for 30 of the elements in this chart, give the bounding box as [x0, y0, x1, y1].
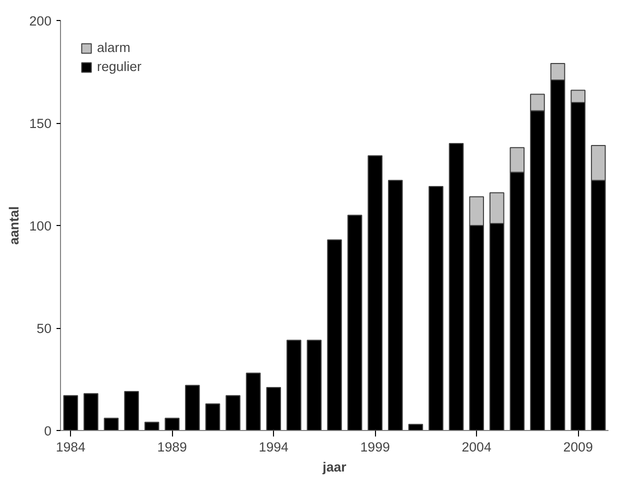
x-tick-label: 2009: [563, 440, 593, 454]
bar: [205, 403, 220, 430]
legend-label: regulier: [97, 59, 142, 74]
y-tick-label: 50: [36, 321, 52, 336]
bar: [104, 418, 119, 430]
legend-label: alarm: [97, 40, 130, 55]
x-tick-label: 1989: [157, 440, 187, 454]
y-tick-label: 200: [29, 14, 52, 28]
bar: [448, 143, 464, 430]
bar: [306, 340, 322, 430]
y-tick-label: 100: [29, 218, 52, 234]
bar: [388, 180, 403, 430]
bar: [286, 340, 302, 430]
bar: [144, 422, 160, 430]
bar: [185, 384, 200, 430]
y-axis-title: aantal: [6, 206, 22, 245]
x-tick-label: 1994: [258, 440, 290, 454]
x-tick-label: 1999: [360, 440, 390, 454]
x-tick-label: 1984: [56, 440, 86, 454]
y-tick-label: 150: [29, 116, 52, 131]
x-axis-title: jaar: [322, 460, 346, 474]
bar: [84, 393, 98, 430]
bar: [124, 391, 139, 430]
bar: [428, 186, 444, 430]
bar: [347, 214, 362, 430]
bar: [246, 372, 261, 430]
bar: [327, 239, 342, 430]
y-tick-label: 0: [44, 424, 52, 438]
bar: [226, 395, 240, 430]
x-tick-label: 2004: [462, 440, 492, 454]
